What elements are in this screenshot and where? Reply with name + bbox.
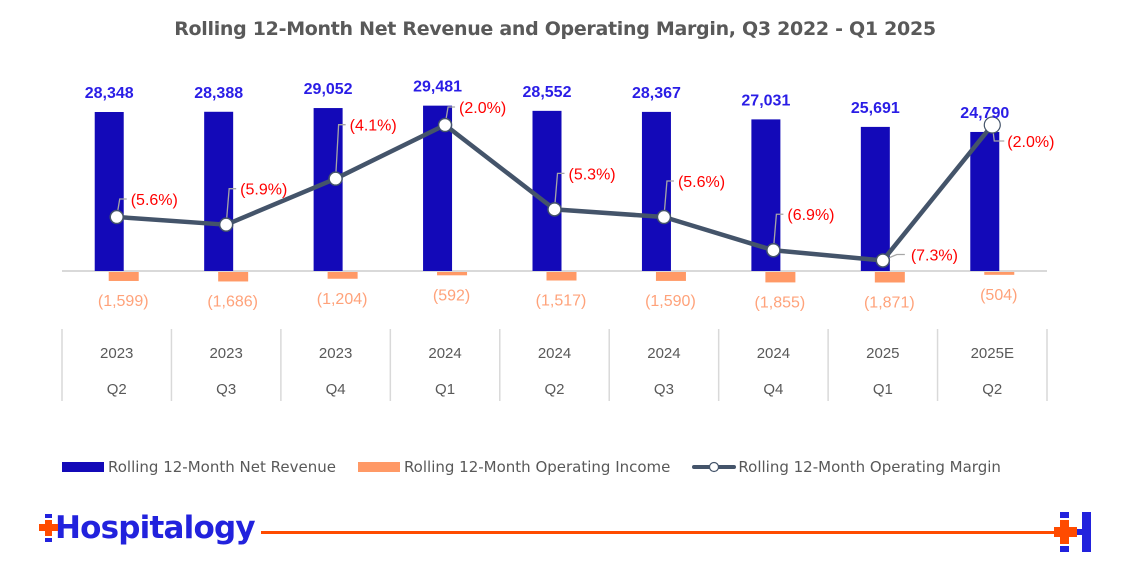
operating-margin-point [218, 217, 234, 232]
margin-leader-line [663, 180, 674, 218]
operating-income-bar [655, 272, 686, 281]
operating-income-bar [218, 272, 249, 282]
category-quarter-label: Q3 [216, 381, 236, 398]
legend-swatch-net-revenue [62, 462, 104, 472]
operating-margin-label: (5.3%) [569, 166, 616, 183]
operating-income-label: (1,855) [755, 294, 806, 311]
category-quarter-label: Q2 [982, 381, 1002, 398]
category-year-label: 2024 [428, 345, 461, 362]
category-year-label: 2025 [866, 345, 899, 362]
category-year-label: 2024 [757, 345, 790, 362]
operating-margin-point [766, 242, 781, 258]
legend-label-operating-margin: Rolling 12-Month Operating Margin [738, 458, 1001, 476]
operating-margin-label: (5.9%) [240, 182, 287, 199]
margin-leader-line [334, 124, 346, 179]
operating-margin-point [875, 253, 891, 268]
operating-income-label: (1,871) [864, 294, 915, 311]
operating-margin-point [437, 117, 453, 133]
operating-income-bar [874, 272, 905, 283]
operating-income-bar [437, 272, 468, 276]
operating-income-bar [984, 272, 1015, 275]
legend-item-net-revenue: Rolling 12-Month Net Revenue [62, 458, 336, 476]
operating-income-bar [108, 272, 139, 281]
operating-income-bar [765, 272, 796, 283]
legend: Rolling 12-Month Net Revenue Rolling 12-… [62, 458, 1023, 476]
net-revenue-label: 25,691 [851, 100, 900, 117]
legend-swatch-operating-margin [692, 461, 737, 473]
legend-label-net-revenue: Rolling 12-Month Net Revenue [108, 458, 336, 476]
brand-end-mark-icon [1054, 512, 1091, 552]
net-revenue-label: 27,031 [741, 92, 790, 109]
net-revenue-label: 28,367 [632, 85, 681, 102]
margin-leader-line [553, 172, 565, 210]
category-year-label: 2023 [100, 345, 133, 362]
operating-income-label: (1,204) [317, 291, 368, 308]
net-revenue-bar [532, 110, 562, 271]
category-quarter-label: Q1 [873, 381, 893, 398]
operating-margin-point [656, 209, 672, 225]
chart-title: Rolling 12-Month Net Revenue and Operati… [174, 18, 936, 40]
operating-income-label: (592) [433, 287, 470, 304]
category-quarter-label: Q2 [544, 381, 564, 398]
category-year-label: 2024 [647, 345, 680, 362]
net-revenue-label: 29,481 [413, 79, 462, 96]
category-year-label: 2024 [538, 345, 571, 362]
net-revenue-label: 24,790 [960, 105, 1009, 122]
margin-leader-line [225, 188, 237, 225]
operating-margin-label: (2.0%) [1007, 134, 1054, 151]
category-quarter-label: Q4 [763, 381, 783, 398]
operating-margin-label: (4.1%) [350, 118, 397, 135]
operating-income-label: (1,590) [645, 293, 696, 310]
category-quarter-label: Q1 [435, 381, 455, 398]
operating-income-bar [546, 272, 577, 281]
net-revenue-bar [94, 112, 124, 271]
legend-item-operating-margin: Rolling 12-Month Operating Margin [692, 458, 1001, 476]
logo-cross-icon [39, 514, 58, 542]
operating-margin-point [328, 171, 343, 186]
category-quarter-label: Q4 [326, 381, 346, 398]
net-revenue-label: 28,552 [523, 84, 572, 101]
operating-margin-label: (6.9%) [787, 207, 834, 224]
margin-leader-line [772, 213, 784, 251]
net-revenue-label: 29,052 [304, 81, 353, 98]
operating-income-label: (1,517) [536, 293, 587, 310]
category-year-label: 2025E [971, 345, 1014, 362]
legend-swatch-operating-income [357, 462, 400, 472]
legend-item-operating-income: Rolling 12-Month Operating Income [357, 458, 671, 476]
operating-income-label: (504) [980, 287, 1017, 304]
footer-divider [261, 531, 1061, 534]
operating-margin-label: (7.3%) [911, 247, 958, 264]
operating-margin-point [983, 116, 1001, 134]
operating-margin-label: (5.6%) [678, 174, 725, 191]
operating-income-label: (1,599) [98, 293, 149, 310]
legend-label-operating-income: Rolling 12-Month Operating Income [403, 458, 671, 476]
category-year-label: 2023 [209, 345, 242, 362]
net-revenue-label: 28,388 [194, 85, 243, 102]
operating-margin-label: (5.6%) [131, 192, 178, 209]
net-revenue-bar [970, 131, 1000, 271]
operating-margin-point [109, 209, 124, 225]
operating-income-label: (1,686) [207, 293, 258, 310]
category-quarter-label: Q3 [654, 381, 674, 398]
operating-margin-label: (2.0%) [459, 100, 506, 117]
category-year-label: 2023 [319, 345, 352, 362]
net-revenue-bar [860, 126, 890, 272]
hospitalogy-logo: Hospitalogy [38, 510, 256, 546]
operating-income-bar [327, 272, 358, 279]
operating-margin-point [547, 202, 562, 217]
category-quarter-label: Q2 [107, 381, 127, 398]
logo-text: Hospitalogy [55, 510, 256, 546]
net-revenue-label: 28,348 [85, 85, 134, 102]
